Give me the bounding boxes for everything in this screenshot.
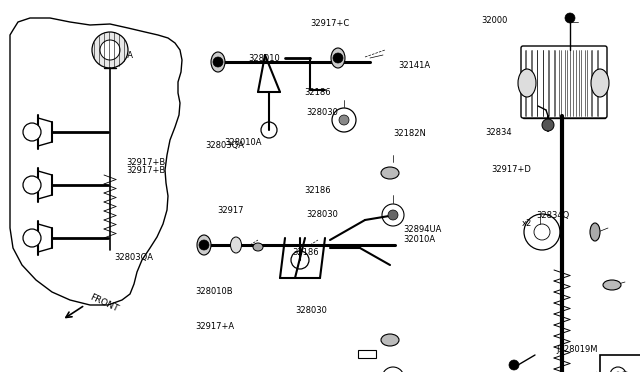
Circle shape [23, 123, 41, 141]
Circle shape [565, 13, 575, 23]
Ellipse shape [381, 334, 399, 346]
Text: 32803QA: 32803QA [114, 253, 153, 262]
Text: FRONT: FRONT [88, 292, 120, 314]
Ellipse shape [591, 69, 609, 97]
Circle shape [509, 360, 519, 370]
Text: 32141A: 32141A [399, 61, 431, 70]
Circle shape [388, 210, 398, 220]
Text: 32917: 32917 [218, 206, 244, 215]
Circle shape [23, 176, 41, 194]
Polygon shape [10, 18, 182, 305]
Text: 32186: 32186 [304, 88, 331, 97]
Ellipse shape [253, 243, 263, 251]
Text: 32894UA: 32894UA [403, 225, 442, 234]
Ellipse shape [381, 167, 399, 179]
Text: 328030: 328030 [306, 108, 338, 117]
Text: 32917+D: 32917+D [492, 165, 531, 174]
Text: J328019M: J328019M [557, 345, 598, 354]
Text: 32917+B: 32917+B [127, 158, 166, 167]
Text: 32000: 32000 [481, 16, 508, 25]
Text: 32182N: 32182N [393, 129, 426, 138]
Text: 328030: 328030 [296, 306, 328, 315]
Text: 32917+C: 32917+C [310, 19, 349, 28]
Bar [600, 355, 640, 372]
Text: 328010A: 328010A [224, 138, 262, 147]
Text: 328030: 328030 [306, 210, 338, 219]
Text: 32834Q: 32834Q [536, 211, 570, 219]
Text: x2: x2 [522, 219, 532, 228]
Circle shape [100, 40, 120, 60]
Text: 32010A: 32010A [403, 235, 435, 244]
Text: 32803QA: 32803QA [205, 141, 244, 150]
Circle shape [213, 57, 223, 67]
Circle shape [542, 119, 554, 131]
Text: 328010: 328010 [248, 54, 280, 63]
Ellipse shape [211, 52, 225, 72]
Text: 32917+B: 32917+B [127, 166, 166, 175]
Circle shape [92, 32, 128, 68]
Circle shape [199, 240, 209, 250]
Ellipse shape [331, 48, 345, 68]
Circle shape [333, 53, 343, 63]
Bar [358, 350, 376, 358]
Circle shape [339, 115, 349, 125]
Ellipse shape [603, 280, 621, 290]
Ellipse shape [590, 223, 600, 241]
Text: 32186: 32186 [292, 248, 319, 257]
Text: 328010B: 328010B [195, 287, 233, 296]
Text: 32803QA: 32803QA [94, 51, 133, 60]
Bar [523, 48, 605, 118]
Text: 32834: 32834 [485, 128, 512, 137]
Ellipse shape [518, 69, 536, 97]
Text: 32186: 32186 [304, 186, 331, 195]
Text: 32917+A: 32917+A [195, 322, 234, 331]
Circle shape [23, 229, 41, 247]
Ellipse shape [197, 235, 211, 255]
Ellipse shape [230, 237, 241, 253]
FancyBboxPatch shape [521, 46, 607, 118]
